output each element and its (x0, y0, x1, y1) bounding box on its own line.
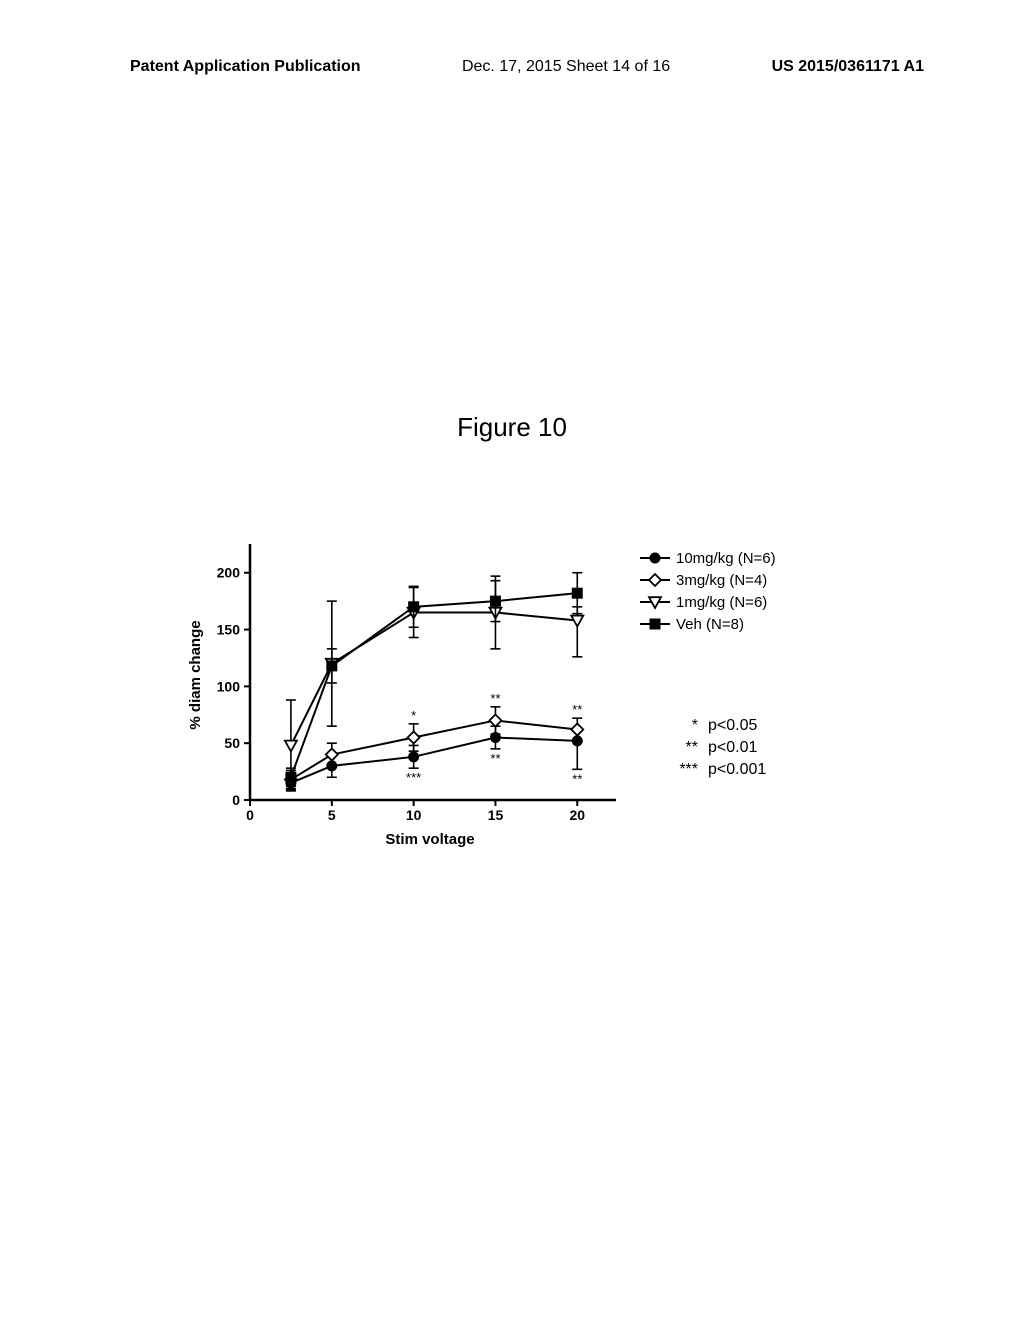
pvalue-text: p<0.05 (708, 717, 757, 734)
chart-container: 0 50 100 150 200 0 5 10 15 20 Stim voltage % diam c… (170, 540, 870, 870)
marker-square-icon (409, 602, 419, 612)
significance-marker: * (411, 708, 416, 723)
pvalue-text: p<0.01 (708, 739, 757, 756)
pvalue-symbol: *** (679, 761, 698, 778)
page-header: Patent Application Publication Dec. 17, … (0, 58, 1024, 76)
marker-circle-icon (409, 752, 419, 762)
y-tick-label: 50 (224, 735, 240, 751)
significance-marker: *** (406, 770, 421, 785)
chart-svg: 0 50 100 150 200 0 5 10 15 20 Stim voltage % diam c… (170, 540, 870, 870)
figure-title: Figure 10 (0, 412, 1024, 443)
significance-marker: ** (572, 702, 582, 717)
y-axis-label: % diam change (187, 620, 204, 729)
header-right: US 2015/0361171 A1 (772, 58, 924, 76)
x-tick-label: 15 (488, 807, 504, 823)
y-tick-label: 100 (217, 678, 241, 694)
pvalue-text: p<0.001 (708, 761, 766, 778)
legend-label: 3mg/kg (N=4) (676, 572, 767, 589)
marker-diamond-icon (489, 714, 501, 726)
x-tick-label: 5 (328, 807, 336, 823)
y-tick-label: 200 (217, 565, 241, 581)
x-tick-label: 10 (406, 807, 422, 823)
legend-label: Veh (N=8) (676, 616, 744, 633)
legend-label: 1mg/kg (N=6) (676, 594, 767, 611)
marker-diamond-icon (649, 574, 661, 586)
header-left: Patent Application Publication (130, 58, 361, 76)
marker-circle-icon (650, 553, 660, 563)
marker-triangle-icon (285, 741, 297, 752)
series-line (291, 738, 577, 783)
x-axis-label: Stim voltage (385, 831, 474, 848)
marker-square-icon (650, 619, 660, 629)
significance-marker: ** (490, 751, 500, 766)
pvalue-symbol: ** (686, 739, 698, 756)
x-tick-label: 20 (569, 807, 585, 823)
marker-square-icon (490, 596, 500, 606)
marker-square-icon (327, 661, 337, 671)
y-tick-label: 0 (232, 792, 240, 808)
x-tick-label: 0 (246, 807, 254, 823)
pvalue-symbol: * (692, 717, 698, 734)
y-tick-label: 150 (217, 622, 241, 638)
marker-diamond-icon (408, 732, 420, 744)
header-mid: Dec. 17, 2015 Sheet 14 of 16 (462, 58, 670, 76)
marker-triangle-icon (571, 616, 583, 627)
marker-square-icon (572, 588, 582, 598)
marker-diamond-icon (571, 724, 583, 736)
marker-diamond-icon (326, 749, 338, 761)
significance-marker: ** (490, 691, 500, 706)
marker-square-icon (286, 772, 296, 782)
legend-label: 10mg/kg (N=6) (676, 550, 776, 567)
page: Patent Application Publication Dec. 17, … (0, 0, 1024, 1320)
significance-marker: ** (572, 771, 582, 786)
